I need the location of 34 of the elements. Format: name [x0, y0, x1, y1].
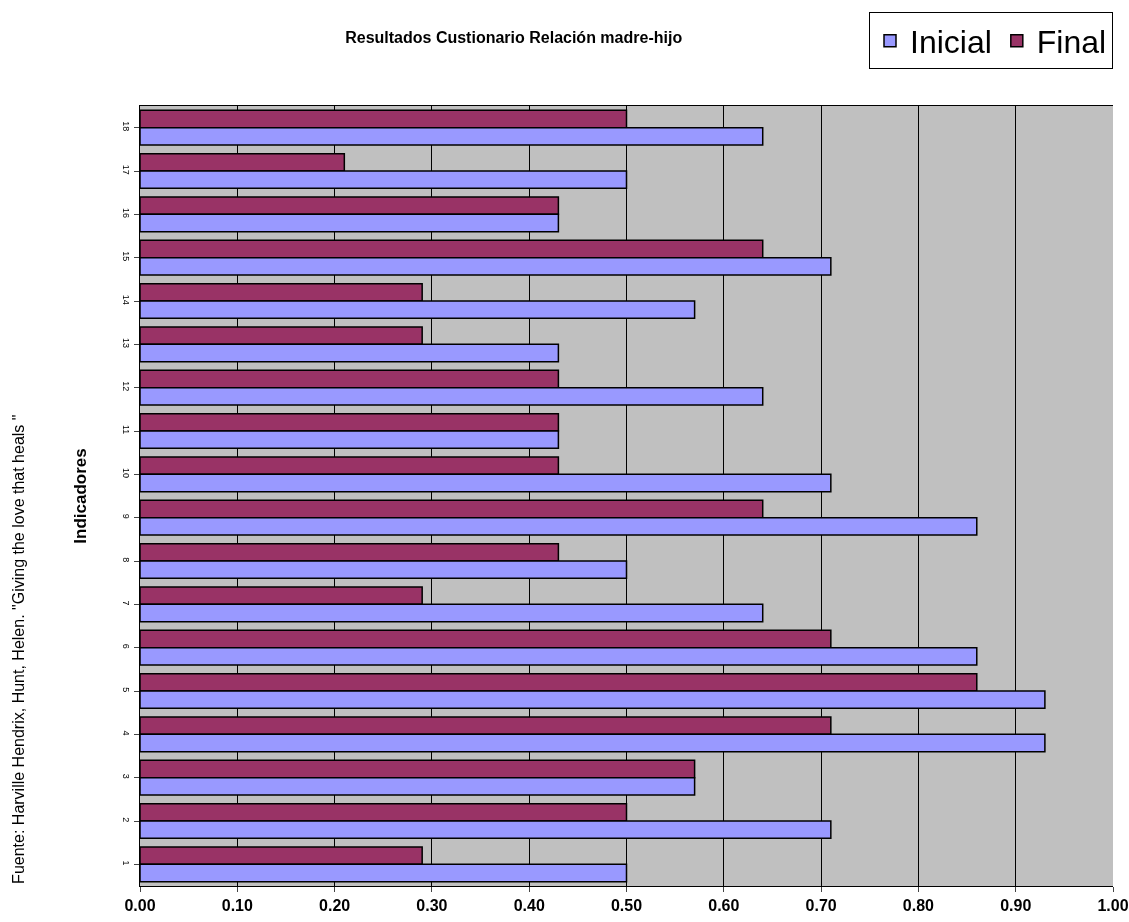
x-tick-label: 0.30	[416, 897, 448, 915]
y-tick-label: 10	[121, 467, 132, 478]
y-tick-label: 5	[121, 687, 132, 693]
y-tick-label: 14	[121, 294, 132, 305]
y-tick-label: 18	[121, 121, 132, 132]
y-tick-label: 1	[121, 860, 132, 866]
y-tick-label: 6	[121, 643, 132, 649]
y-tick-label: 11	[121, 424, 132, 435]
x-tick-label: 0.40	[513, 897, 545, 915]
y-tick-label: 16	[121, 207, 132, 218]
y-tick-label: 7	[121, 600, 132, 606]
x-tick-label: 0.70	[805, 897, 837, 915]
x-tick-label: 0.80	[902, 897, 935, 915]
x-tick-label: 0.00	[124, 897, 156, 915]
x-tick-label: 0.50	[610, 897, 643, 915]
legend-label: Inicial	[910, 24, 992, 61]
y-tick-label: 15	[121, 251, 132, 262]
chart-title: Resultados Custionario Relación madre-hijo	[345, 29, 683, 47]
legend-label: Final	[1036, 24, 1107, 61]
y-tick-label: 8	[121, 557, 132, 563]
y-tick-label: 13	[121, 337, 132, 348]
y-tick-label: 17	[121, 164, 132, 175]
y-axis-title: Indicadores	[70, 448, 90, 544]
y-tick-label: 3	[121, 773, 132, 779]
x-tick-label: 0.20	[319, 897, 351, 915]
x-tick-label: 0.90	[1000, 897, 1032, 915]
x-tick-label: 0.10	[221, 897, 253, 915]
y-tick-label: 12	[121, 381, 132, 392]
y-tick-label: 4	[121, 730, 132, 736]
y-tick-label: 9	[121, 513, 132, 519]
x-tick-label: 0.60	[708, 897, 740, 915]
y-tick-label: 2	[121, 817, 132, 823]
x-tick-label: 1.00	[1097, 897, 1129, 915]
source-note: Fuente: Harville Hendrix, Hunt, Helen. "Giving the love that heals "	[9, 414, 27, 884]
